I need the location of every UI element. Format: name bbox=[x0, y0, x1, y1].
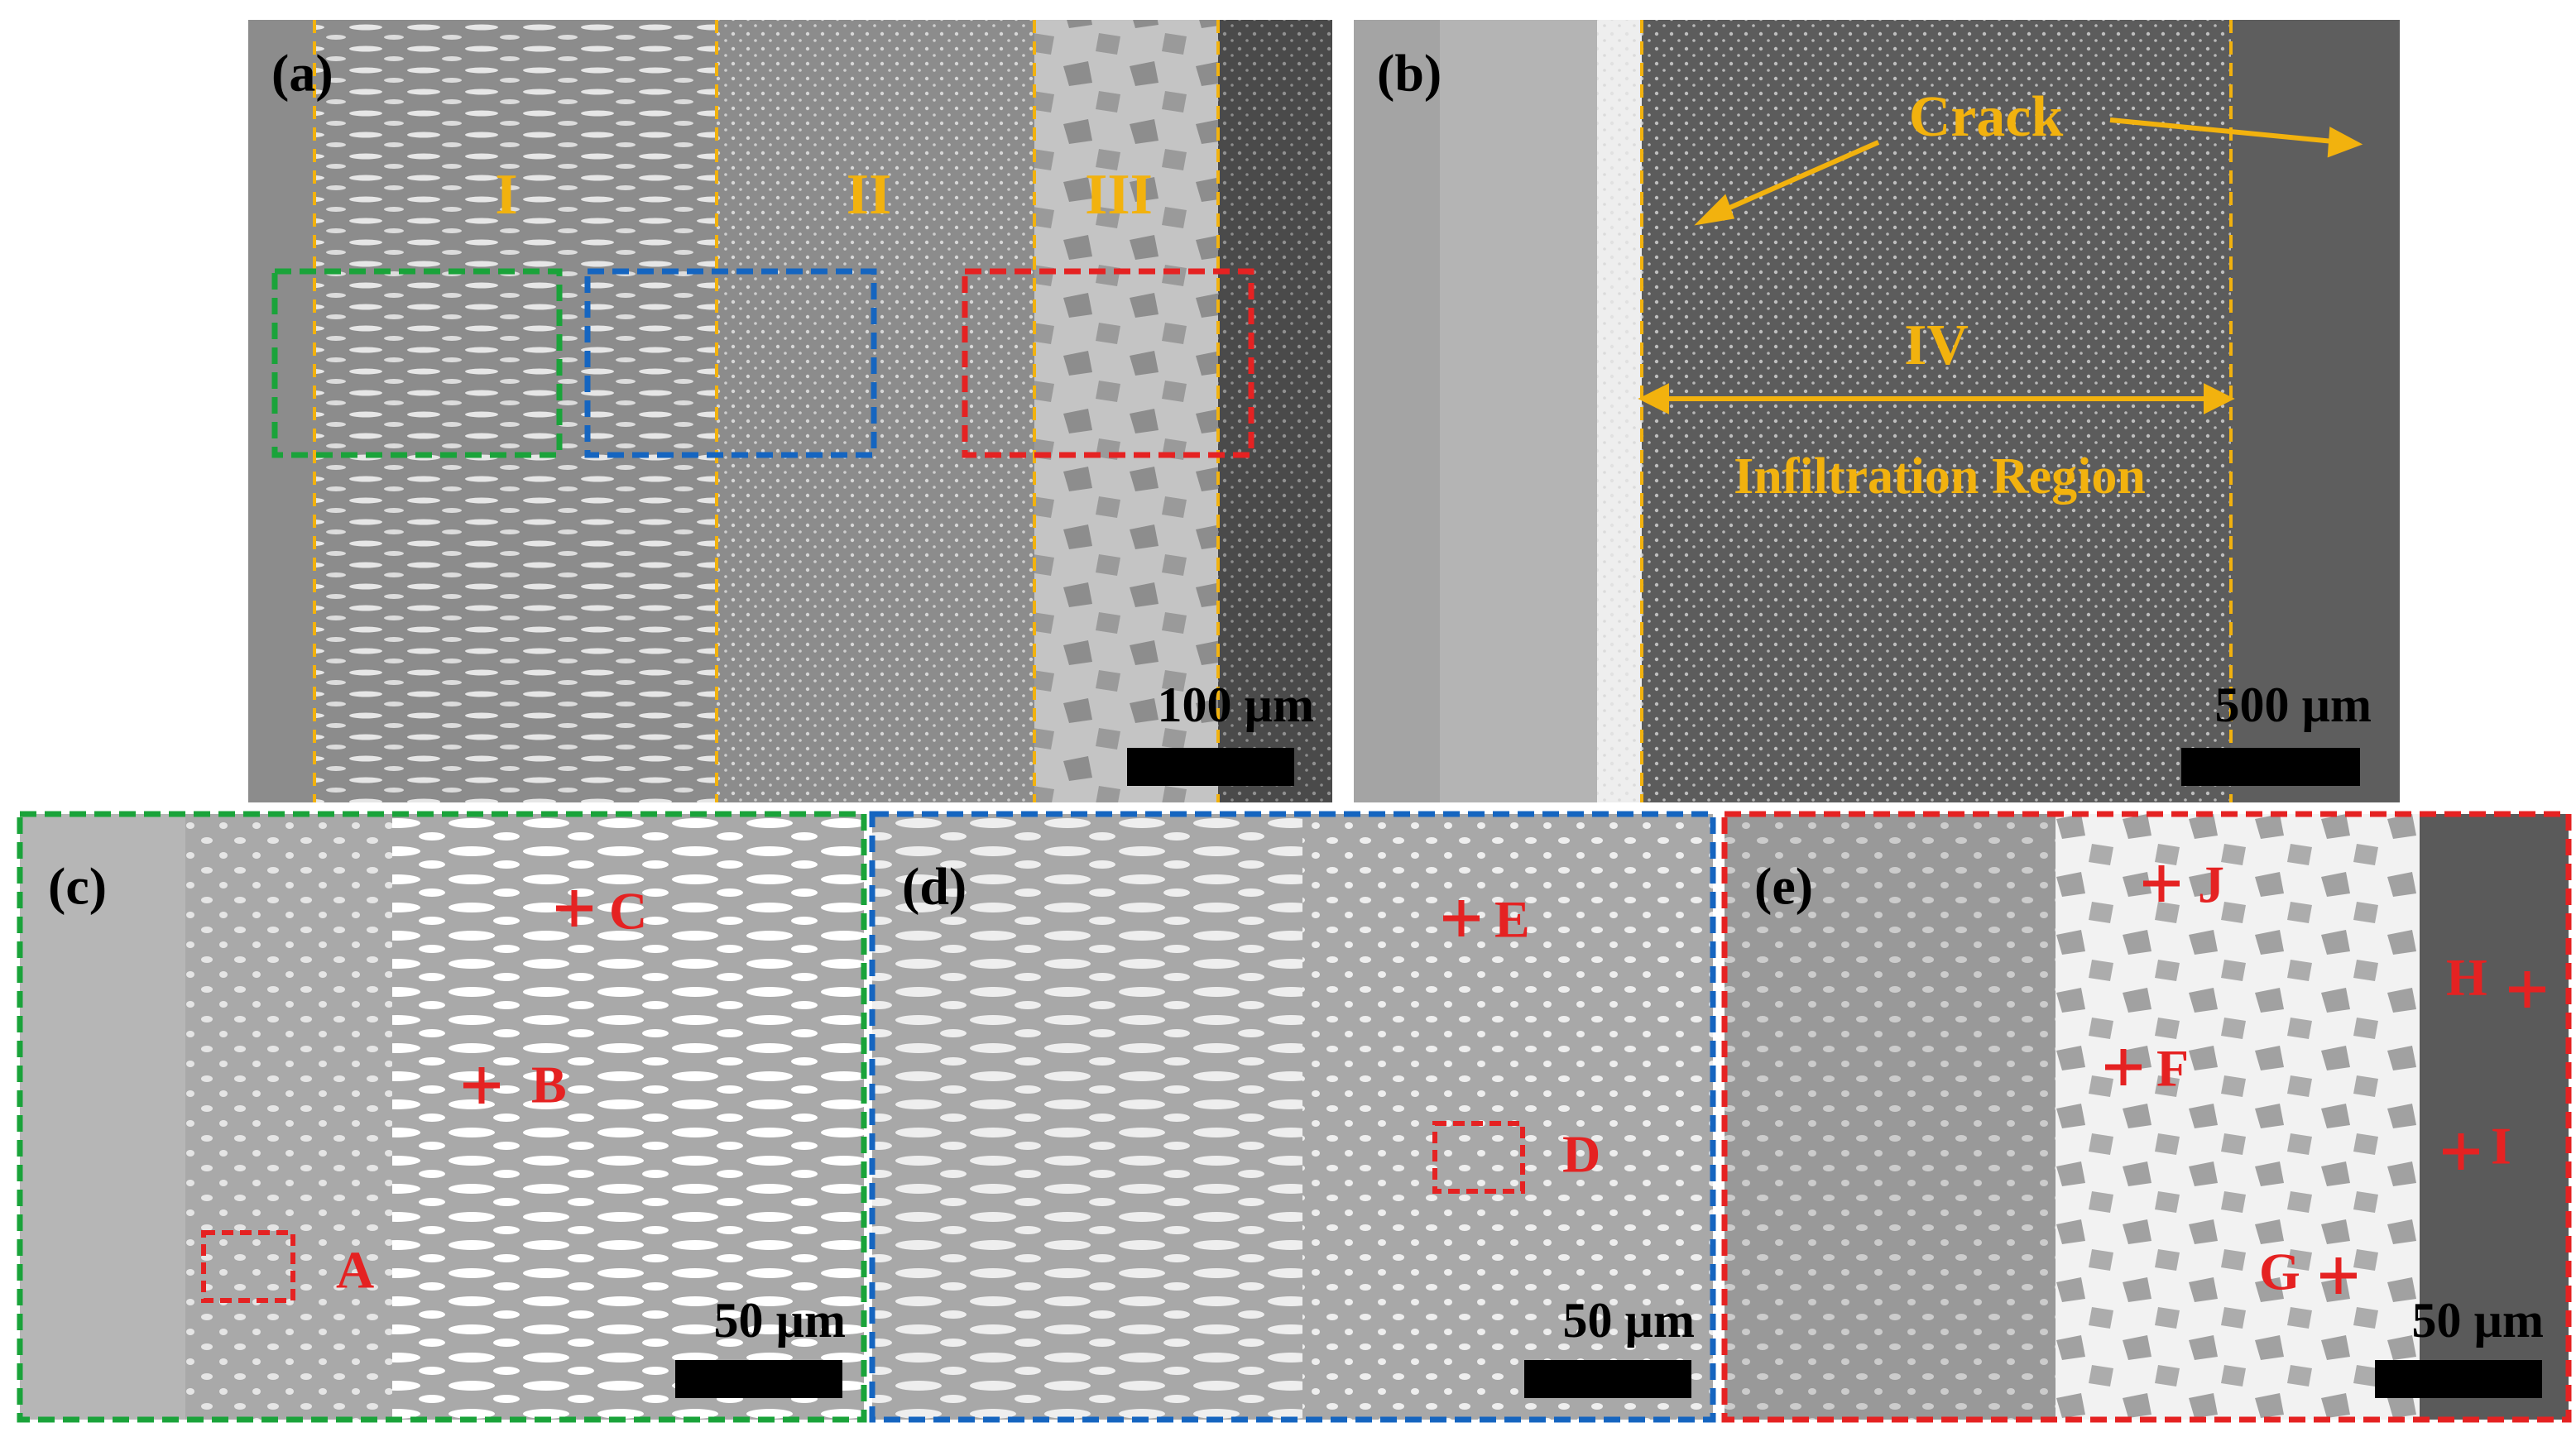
scale-bar-label: 50 µm bbox=[1562, 1293, 1695, 1348]
zoom-box bbox=[962, 268, 1254, 458]
panel-c: (c) C B A 50 µm bbox=[17, 811, 867, 1423]
panel-border bbox=[1721, 811, 2572, 1423]
arrows bbox=[1638, 117, 2363, 414]
texture bbox=[314, 20, 717, 802]
panel-label: (e) bbox=[1754, 857, 1813, 916]
texture bbox=[392, 814, 864, 1420]
texture bbox=[872, 814, 1302, 1420]
texture bbox=[1642, 20, 2231, 802]
panel-label: (d) bbox=[902, 857, 967, 916]
region-name: Infiltration Region bbox=[1734, 448, 2146, 505]
texture bbox=[1440, 20, 1597, 802]
region-label: I bbox=[495, 163, 517, 227]
scale-bar bbox=[2181, 748, 2360, 786]
panel-border bbox=[869, 811, 1716, 1423]
panel-a: (a) I II III 100 µm bbox=[248, 20, 1332, 802]
panel-d: (d) E D 50 µm bbox=[869, 811, 1716, 1423]
scale-bar bbox=[1127, 748, 1294, 786]
panel-border bbox=[17, 811, 867, 1423]
point-label: J bbox=[2198, 855, 2224, 914]
point-label: C bbox=[609, 882, 647, 941]
point-label: H bbox=[2446, 948, 2487, 1007]
point-label: G bbox=[2259, 1243, 2300, 1301]
area-marker bbox=[201, 1230, 295, 1303]
texture bbox=[1218, 20, 1332, 802]
point-label: F bbox=[2156, 1039, 2189, 1098]
panel-b: (b) Crack IV Infiltration Region 500 µm bbox=[1354, 20, 2400, 802]
scale-bar-label: 50 µm bbox=[713, 1293, 846, 1348]
scale-bar-label: 100 µm bbox=[1157, 678, 1314, 732]
texture bbox=[1034, 20, 1218, 802]
arrowhead bbox=[2204, 383, 2235, 414]
scale-bar bbox=[675, 1360, 842, 1398]
point-label: B bbox=[531, 1056, 567, 1114]
texture bbox=[2231, 20, 2400, 802]
panel-label: (a) bbox=[271, 44, 333, 103]
scale-bar-label: 50 µm bbox=[2411, 1293, 2544, 1348]
point-label: I bbox=[2491, 1117, 2511, 1176]
point-label: D bbox=[1562, 1125, 1600, 1184]
texture bbox=[2056, 814, 2420, 1420]
area-marker bbox=[1432, 1121, 1525, 1194]
texture bbox=[2420, 814, 2569, 1420]
region-label: IV bbox=[1904, 314, 1969, 377]
arrowhead bbox=[1694, 194, 1735, 226]
annotation: Crack bbox=[1909, 85, 2064, 149]
arrowhead bbox=[1638, 383, 1669, 414]
zoom-box bbox=[584, 268, 877, 458]
arrowhead bbox=[2327, 127, 2363, 158]
arrow bbox=[1711, 140, 1880, 218]
arrow bbox=[2109, 117, 2343, 145]
panel-label: (b) bbox=[1377, 44, 1442, 103]
point-label: A bbox=[336, 1241, 374, 1300]
panel-label: (c) bbox=[48, 857, 107, 916]
texture bbox=[1597, 20, 1642, 802]
point-label: E bbox=[1494, 890, 1530, 949]
scale-bar-label: 500 µm bbox=[2214, 678, 2372, 732]
scale-bar bbox=[1524, 1360, 1691, 1398]
scale-bar bbox=[2375, 1360, 2542, 1398]
region-label: II bbox=[847, 163, 891, 227]
texture bbox=[20, 814, 185, 1420]
region-label: III bbox=[1085, 163, 1153, 227]
texture bbox=[185, 814, 392, 1420]
panel-e: (e) J F H I G 50 µm bbox=[1721, 811, 2572, 1423]
texture bbox=[1302, 814, 1713, 1420]
texture bbox=[1725, 814, 2056, 1420]
zoom-box bbox=[271, 268, 563, 458]
